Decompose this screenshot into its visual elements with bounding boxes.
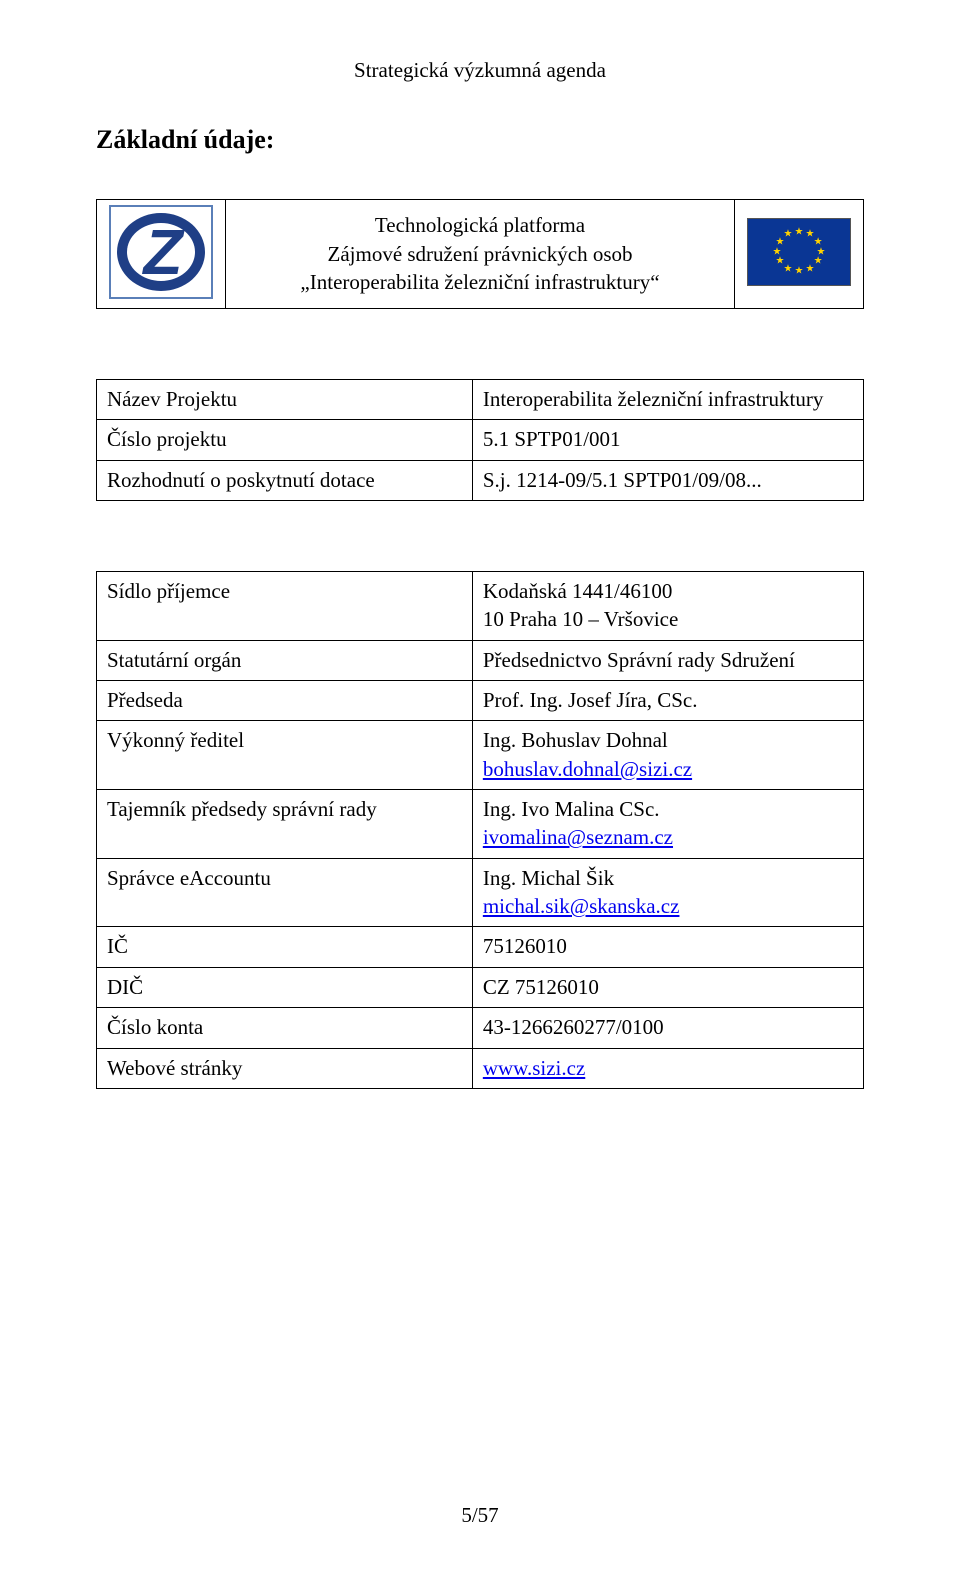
eu-flag-icon: ★★★★★★★★★★★★ — [747, 218, 851, 286]
link[interactable]: www.sizi.cz — [483, 1056, 585, 1080]
link[interactable]: bohuslav.dohnal@sizi.cz — [483, 757, 692, 781]
table-value: Ing. Bohuslav Dohnalbohuslav.dohnal@sizi… — [472, 721, 863, 790]
table-value: Kodaňská 1441/4610010 Praha 10 – Vršovic… — [472, 572, 863, 641]
table-row: Výkonný ředitelIng. Bohuslav Dohnalbohus… — [97, 721, 864, 790]
table-value: 43-1266260277/0100 — [472, 1008, 863, 1048]
table-label: Statutární orgán — [97, 640, 473, 680]
table-label: Číslo konta — [97, 1008, 473, 1048]
table-value: Ing. Michal Šikmichal.sik@skanska.cz — [472, 858, 863, 927]
band-line3: „Interoperabilita železniční infrastrukt… — [238, 268, 722, 296]
page-number: 5/57 — [0, 1503, 960, 1528]
table-label: Název Projektu — [97, 380, 473, 420]
table-row: Tajemník předsedy správní radyIng. Ivo M… — [97, 790, 864, 859]
table-label: Rozhodnutí o poskytnutí dotace — [97, 460, 473, 500]
table-row: Číslo projektu5.1 SPTP01/001 — [97, 420, 864, 460]
star-icon: ★ — [775, 256, 784, 267]
table-value: Interoperabilita železniční infrastruktu… — [472, 380, 863, 420]
table-label: Správce eAccountu — [97, 858, 473, 927]
table-row: Správce eAccountuIng. Michal Šikmichal.s… — [97, 858, 864, 927]
table-row: PředsedaProf. Ing. Josef Jíra, CSc. — [97, 681, 864, 721]
table-label: Číslo projektu — [97, 420, 473, 460]
table-label: DIČ — [97, 967, 473, 1007]
star-icon: ★ — [784, 229, 793, 240]
table-label: Tajemník předsedy správní rady — [97, 790, 473, 859]
table-row: IČ75126010 — [97, 927, 864, 967]
table-label: IČ — [97, 927, 473, 967]
table-row: Název ProjektuInteroperabilita železničn… — [97, 380, 864, 420]
table-value: Ing. Ivo Malina CSc.ivomalina@seznam.cz — [472, 790, 863, 859]
star-icon: ★ — [795, 226, 804, 237]
section-title: Základní údaje: — [96, 125, 864, 155]
page-header: Strategická výzkumná agenda — [96, 58, 864, 83]
link[interactable]: michal.sik@skanska.cz — [483, 894, 680, 918]
star-icon: ★ — [784, 263, 793, 274]
table-row: Webové stránky www.sizi.cz — [97, 1048, 864, 1088]
table-value: Prof. Ing. Josef Jíra, CSc. — [472, 681, 863, 721]
page: Strategická výzkumná agenda Základní úda… — [0, 0, 960, 1580]
table-label: Výkonný ředitel — [97, 721, 473, 790]
recipient-table: Sídlo příjemceKodaňská 1441/4610010 Prah… — [96, 571, 864, 1089]
table-row: Statutární orgánPředsednictvo Správní ra… — [97, 640, 864, 680]
star-icon: ★ — [814, 256, 823, 267]
logo-cell: Z — [97, 200, 226, 309]
star-icon: ★ — [795, 266, 804, 277]
flag-cell: ★★★★★★★★★★★★ — [735, 200, 864, 309]
table-row: Rozhodnutí o poskytnutí dotaceS.j. 1214-… — [97, 460, 864, 500]
table-row: Sídlo příjemceKodaňská 1441/4610010 Prah… — [97, 572, 864, 641]
table-value: 75126010 — [472, 927, 863, 967]
table-value: www.sizi.cz — [472, 1048, 863, 1088]
table-value: 5.1 SPTP01/001 — [472, 420, 863, 460]
title-band-table: Z Technologická platforma Zájmové sdruže… — [96, 199, 864, 309]
table-row: DIČCZ 75126010 — [97, 967, 864, 1007]
table-value: S.j. 1214-09/5.1 SPTP01/09/08... — [472, 460, 863, 500]
table-label: Předseda — [97, 681, 473, 721]
sizi-logo-icon: Z — [109, 205, 213, 299]
spacer — [96, 501, 864, 571]
table-label: Webové stránky — [97, 1048, 473, 1088]
star-icon: ★ — [773, 246, 782, 257]
table-value: Předsednictvo Správní rady Sdružení — [472, 640, 863, 680]
link[interactable]: ivomalina@seznam.cz — [483, 825, 673, 849]
project-table: Název ProjektuInteroperabilita železničn… — [96, 379, 864, 501]
table-row: Číslo konta43-1266260277/0100 — [97, 1008, 864, 1048]
star-icon: ★ — [806, 263, 815, 274]
table-value: CZ 75126010 — [472, 967, 863, 1007]
band-line1: Technologická platforma — [238, 211, 722, 239]
band-title-cell: Technologická platforma Zájmové sdružení… — [226, 200, 735, 309]
table-label: Sídlo příjemce — [97, 572, 473, 641]
band-line2: Zájmové sdružení právnických osob — [238, 240, 722, 268]
